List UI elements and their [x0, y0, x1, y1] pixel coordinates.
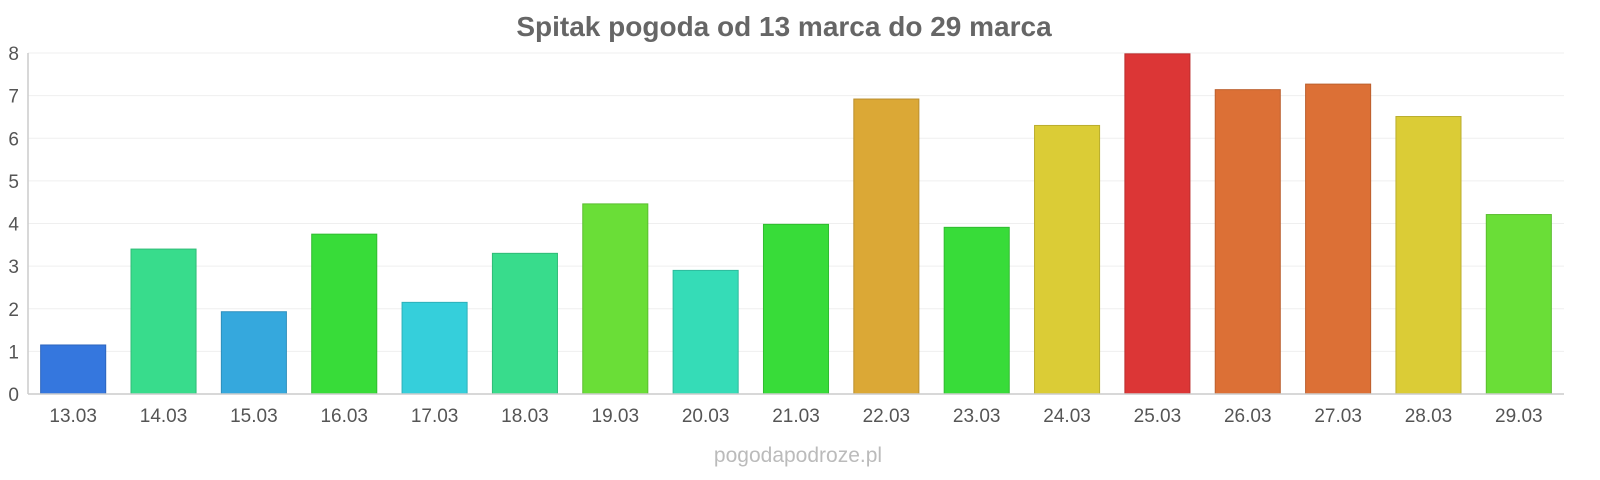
x-tick-label: 13.03 [49, 406, 97, 427]
x-tick-label: 15.03 [230, 406, 278, 427]
y-tick-label: 5 [8, 172, 19, 193]
bar [853, 98, 920, 395]
x-tick-label: 14.03 [140, 406, 188, 427]
y-tick-label: 1 [8, 342, 19, 363]
x-axis-ticks: 13.03 14.03 15.03 16.03 17.03 18.03 19.03 20.03… [49, 406, 1542, 427]
chart-title: Spitak pogoda od 13 marca do 29 marca [516, 11, 1052, 42]
x-tick-label: 16.03 [320, 406, 368, 427]
bar [582, 203, 649, 395]
watermark: pogodapodroze.pl [714, 444, 882, 467]
bar [401, 301, 468, 395]
x-tick-label: 21.03 [772, 406, 820, 427]
x-tick-label: 27.03 [1314, 406, 1362, 427]
bar [762, 223, 830, 395]
x-tick-label: 28.03 [1405, 406, 1453, 427]
x-tick-label: 29.03 [1495, 406, 1543, 427]
bar [130, 248, 197, 395]
x-tick-label: 24.03 [1043, 406, 1091, 427]
bar [491, 252, 558, 395]
bars [40, 53, 1552, 395]
y-axis-ticks: 0 1 2 3 4 5 6 7 8 [8, 44, 19, 406]
x-tick-label: 18.03 [501, 406, 549, 427]
bar [1124, 53, 1191, 395]
bar [220, 311, 287, 395]
y-tick-label: 2 [8, 300, 19, 321]
x-tick-label: 19.03 [592, 406, 640, 427]
bar [1485, 214, 1552, 395]
y-tick-label: 4 [8, 215, 19, 236]
x-tick-label: 26.03 [1224, 406, 1272, 427]
y-tick-label: 0 [8, 385, 19, 406]
x-tick-label: 25.03 [1134, 406, 1182, 427]
x-tick-label: 17.03 [411, 406, 459, 427]
bar [1395, 116, 1462, 395]
x-tick-label: 20.03 [682, 406, 730, 427]
bar [1305, 83, 1372, 395]
bar [1034, 124, 1101, 395]
bar [311, 233, 378, 395]
y-tick-label: 3 [8, 257, 19, 278]
bar [672, 269, 739, 395]
bar [943, 226, 1010, 395]
y-tick-label: 6 [8, 129, 19, 150]
y-tick-label: 8 [8, 44, 19, 65]
bar [1214, 89, 1281, 395]
bar [40, 344, 107, 395]
x-tick-label: 22.03 [863, 406, 911, 427]
x-tick-label: 23.03 [953, 406, 1001, 427]
y-tick-label: 7 [8, 87, 19, 108]
